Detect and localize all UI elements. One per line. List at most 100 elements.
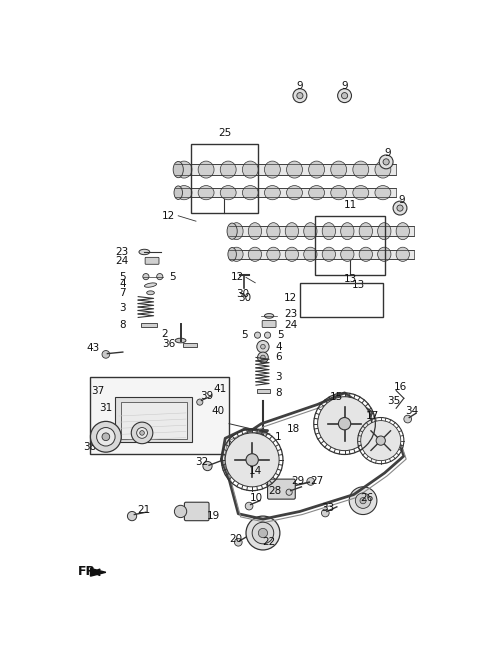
- Circle shape: [96, 428, 115, 446]
- Text: 16: 16: [394, 382, 407, 392]
- FancyBboxPatch shape: [145, 257, 159, 264]
- Text: 5: 5: [277, 330, 283, 340]
- Bar: [175, 165, 396, 174]
- Ellipse shape: [378, 247, 391, 261]
- Bar: [183, 343, 197, 346]
- Text: 5: 5: [119, 272, 126, 281]
- Circle shape: [338, 417, 351, 430]
- Ellipse shape: [176, 161, 192, 178]
- Ellipse shape: [228, 247, 236, 261]
- Bar: [257, 389, 270, 393]
- Ellipse shape: [256, 440, 270, 445]
- Circle shape: [140, 430, 144, 435]
- Circle shape: [203, 461, 212, 470]
- Circle shape: [197, 399, 203, 405]
- Text: 38: 38: [84, 441, 96, 452]
- Text: FR.: FR.: [78, 565, 101, 578]
- Circle shape: [156, 274, 163, 279]
- Ellipse shape: [353, 161, 369, 178]
- Polygon shape: [90, 569, 106, 576]
- Circle shape: [137, 428, 147, 438]
- Ellipse shape: [139, 249, 150, 255]
- Ellipse shape: [285, 222, 299, 239]
- Circle shape: [174, 505, 187, 518]
- Circle shape: [397, 205, 403, 211]
- Circle shape: [225, 433, 279, 487]
- Text: 32: 32: [195, 457, 209, 467]
- Circle shape: [261, 344, 265, 349]
- FancyBboxPatch shape: [184, 502, 209, 521]
- FancyBboxPatch shape: [262, 321, 276, 327]
- Text: 30: 30: [238, 293, 251, 303]
- Text: 2: 2: [161, 329, 168, 339]
- Circle shape: [318, 397, 372, 451]
- Circle shape: [379, 155, 393, 169]
- Ellipse shape: [309, 161, 324, 178]
- Circle shape: [102, 433, 110, 441]
- Text: 35: 35: [387, 396, 400, 405]
- Ellipse shape: [359, 222, 372, 239]
- Text: 17: 17: [366, 411, 379, 421]
- Text: 11: 11: [343, 199, 357, 210]
- Text: 9: 9: [341, 81, 348, 91]
- Ellipse shape: [396, 222, 409, 239]
- Circle shape: [254, 332, 261, 338]
- Circle shape: [360, 498, 366, 504]
- Ellipse shape: [173, 161, 183, 178]
- Text: 24: 24: [285, 320, 298, 330]
- Ellipse shape: [304, 222, 317, 239]
- Ellipse shape: [198, 186, 214, 200]
- Circle shape: [257, 340, 269, 353]
- Circle shape: [90, 421, 121, 452]
- Ellipse shape: [341, 247, 354, 261]
- Bar: [300, 283, 383, 318]
- FancyBboxPatch shape: [267, 479, 295, 499]
- Text: 19: 19: [207, 511, 220, 521]
- Bar: [141, 323, 156, 327]
- Text: 41: 41: [214, 384, 227, 394]
- Ellipse shape: [267, 222, 280, 239]
- Circle shape: [355, 493, 371, 508]
- Ellipse shape: [331, 186, 347, 200]
- Circle shape: [245, 502, 253, 510]
- Circle shape: [258, 528, 267, 538]
- Text: 18: 18: [287, 424, 300, 434]
- Text: 13: 13: [344, 274, 357, 284]
- Ellipse shape: [267, 247, 280, 261]
- Ellipse shape: [248, 222, 262, 239]
- Text: 3: 3: [275, 373, 282, 382]
- Text: 30: 30: [236, 289, 250, 299]
- Ellipse shape: [220, 161, 236, 178]
- Circle shape: [307, 478, 314, 485]
- Text: 21: 21: [138, 505, 151, 515]
- Text: 22: 22: [263, 537, 276, 547]
- Ellipse shape: [242, 161, 258, 178]
- Text: 9: 9: [398, 195, 405, 205]
- Text: 7: 7: [119, 288, 126, 298]
- Text: 4: 4: [119, 279, 126, 289]
- Ellipse shape: [396, 247, 409, 261]
- Ellipse shape: [176, 186, 192, 200]
- Bar: [121, 402, 187, 439]
- Text: 5: 5: [241, 330, 248, 340]
- Text: 3: 3: [119, 303, 126, 313]
- Circle shape: [234, 539, 242, 546]
- Bar: [191, 144, 258, 213]
- Circle shape: [286, 489, 292, 495]
- Circle shape: [246, 516, 280, 550]
- Ellipse shape: [220, 186, 236, 200]
- Text: 27: 27: [310, 476, 324, 485]
- Ellipse shape: [230, 222, 243, 239]
- Text: 13: 13: [352, 280, 365, 290]
- Circle shape: [143, 274, 149, 279]
- Text: 43: 43: [86, 343, 100, 353]
- Ellipse shape: [322, 247, 336, 261]
- Circle shape: [102, 350, 110, 358]
- Ellipse shape: [341, 222, 354, 239]
- Text: 34: 34: [405, 406, 418, 417]
- Ellipse shape: [264, 186, 280, 200]
- Circle shape: [127, 512, 137, 521]
- Text: 6: 6: [275, 352, 282, 363]
- Ellipse shape: [264, 314, 274, 318]
- Text: 12: 12: [231, 272, 244, 282]
